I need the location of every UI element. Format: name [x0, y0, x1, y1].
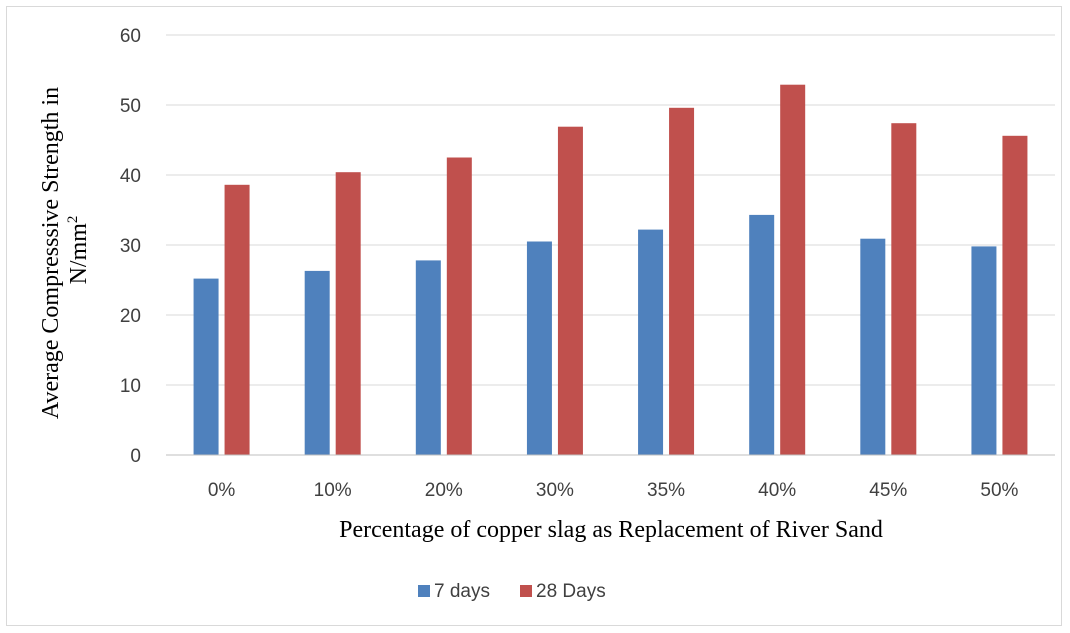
x-tick-label: 40%	[758, 480, 796, 501]
bar-28-days	[669, 107, 695, 456]
bars	[193, 84, 1028, 456]
gridlines	[166, 34, 1055, 386]
bar-7-days	[971, 246, 997, 455]
legend-swatch	[520, 585, 532, 597]
y-axis-ticks: 0 10 20 30 40 50 60	[120, 26, 141, 467]
bar-28-days	[780, 84, 806, 455]
legend-label: 28 Days	[536, 581, 606, 602]
y-axis-title-line2: N/mm	[66, 223, 92, 285]
y-tick-label: 20	[120, 306, 141, 327]
bar-7-days	[638, 229, 664, 455]
bar-28-days	[891, 123, 917, 455]
legend-swatch	[418, 585, 430, 597]
bar-28-days	[1002, 135, 1028, 456]
bar-7-days	[526, 241, 552, 455]
y-axis-title: Average Compresssive Strength in N/mm2	[38, 81, 92, 419]
bar-7-days	[860, 238, 886, 455]
bar-28-days	[557, 126, 583, 455]
legend: 7 days 28 Days	[418, 581, 606, 602]
y-tick-label: 10	[120, 376, 141, 397]
bar-7-days	[193, 278, 219, 455]
x-tick-label: 0%	[208, 480, 236, 501]
x-axis-ticks: 0% 10% 20% 30% 35% 40% 45% 50%	[208, 480, 1019, 501]
y-axis-title-sup: 2	[65, 216, 81, 224]
y-tick-label: 40	[120, 166, 141, 187]
bar-7-days	[749, 214, 775, 455]
y-tick-label: 50	[120, 96, 141, 117]
legend-label: 7 days	[434, 581, 490, 602]
y-tick-label: 60	[120, 26, 141, 47]
bar-28-days	[446, 157, 472, 455]
x-tick-label: 45%	[869, 480, 907, 501]
bar-28-days	[335, 172, 361, 455]
x-tick-label: 10%	[314, 480, 352, 501]
x-tick-label: 50%	[980, 480, 1018, 501]
x-tick-label: 30%	[536, 480, 574, 501]
bar-7-days	[304, 270, 330, 455]
y-axis-title-line1: Average Compresssive Strength in	[38, 87, 64, 419]
bar-28-days	[224, 184, 250, 456]
x-tick-label: 35%	[647, 480, 685, 501]
bar-7-days	[415, 260, 441, 455]
y-tick-label: 0	[130, 446, 141, 467]
x-tick-label: 20%	[425, 480, 463, 501]
y-tick-label: 30	[120, 236, 141, 257]
x-axis-title: Percentage of copper slag as Replacement…	[339, 517, 883, 543]
